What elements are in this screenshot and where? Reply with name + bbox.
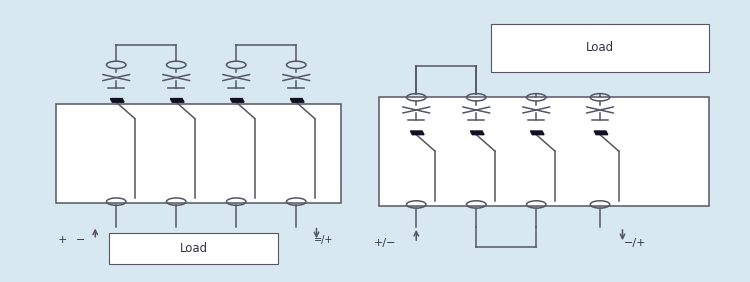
Bar	[56, 104, 341, 203]
Polygon shape	[110, 99, 124, 102]
Text: +: +	[58, 235, 67, 245]
Bar	[491, 24, 709, 72]
Polygon shape	[290, 99, 304, 102]
Text: −: −	[76, 235, 85, 245]
Text: =/+: =/+	[314, 235, 334, 245]
Text: Load: Load	[179, 242, 208, 255]
Text: Load: Load	[586, 41, 614, 54]
Polygon shape	[594, 131, 608, 135]
Polygon shape	[530, 131, 544, 135]
Polygon shape	[170, 99, 184, 102]
Text: +/−: +/−	[374, 238, 396, 248]
Bar	[109, 233, 278, 264]
Polygon shape	[410, 131, 424, 135]
Text: −/+: −/+	[624, 238, 646, 248]
Bar	[379, 97, 709, 206]
Polygon shape	[230, 99, 244, 102]
Polygon shape	[470, 131, 484, 135]
